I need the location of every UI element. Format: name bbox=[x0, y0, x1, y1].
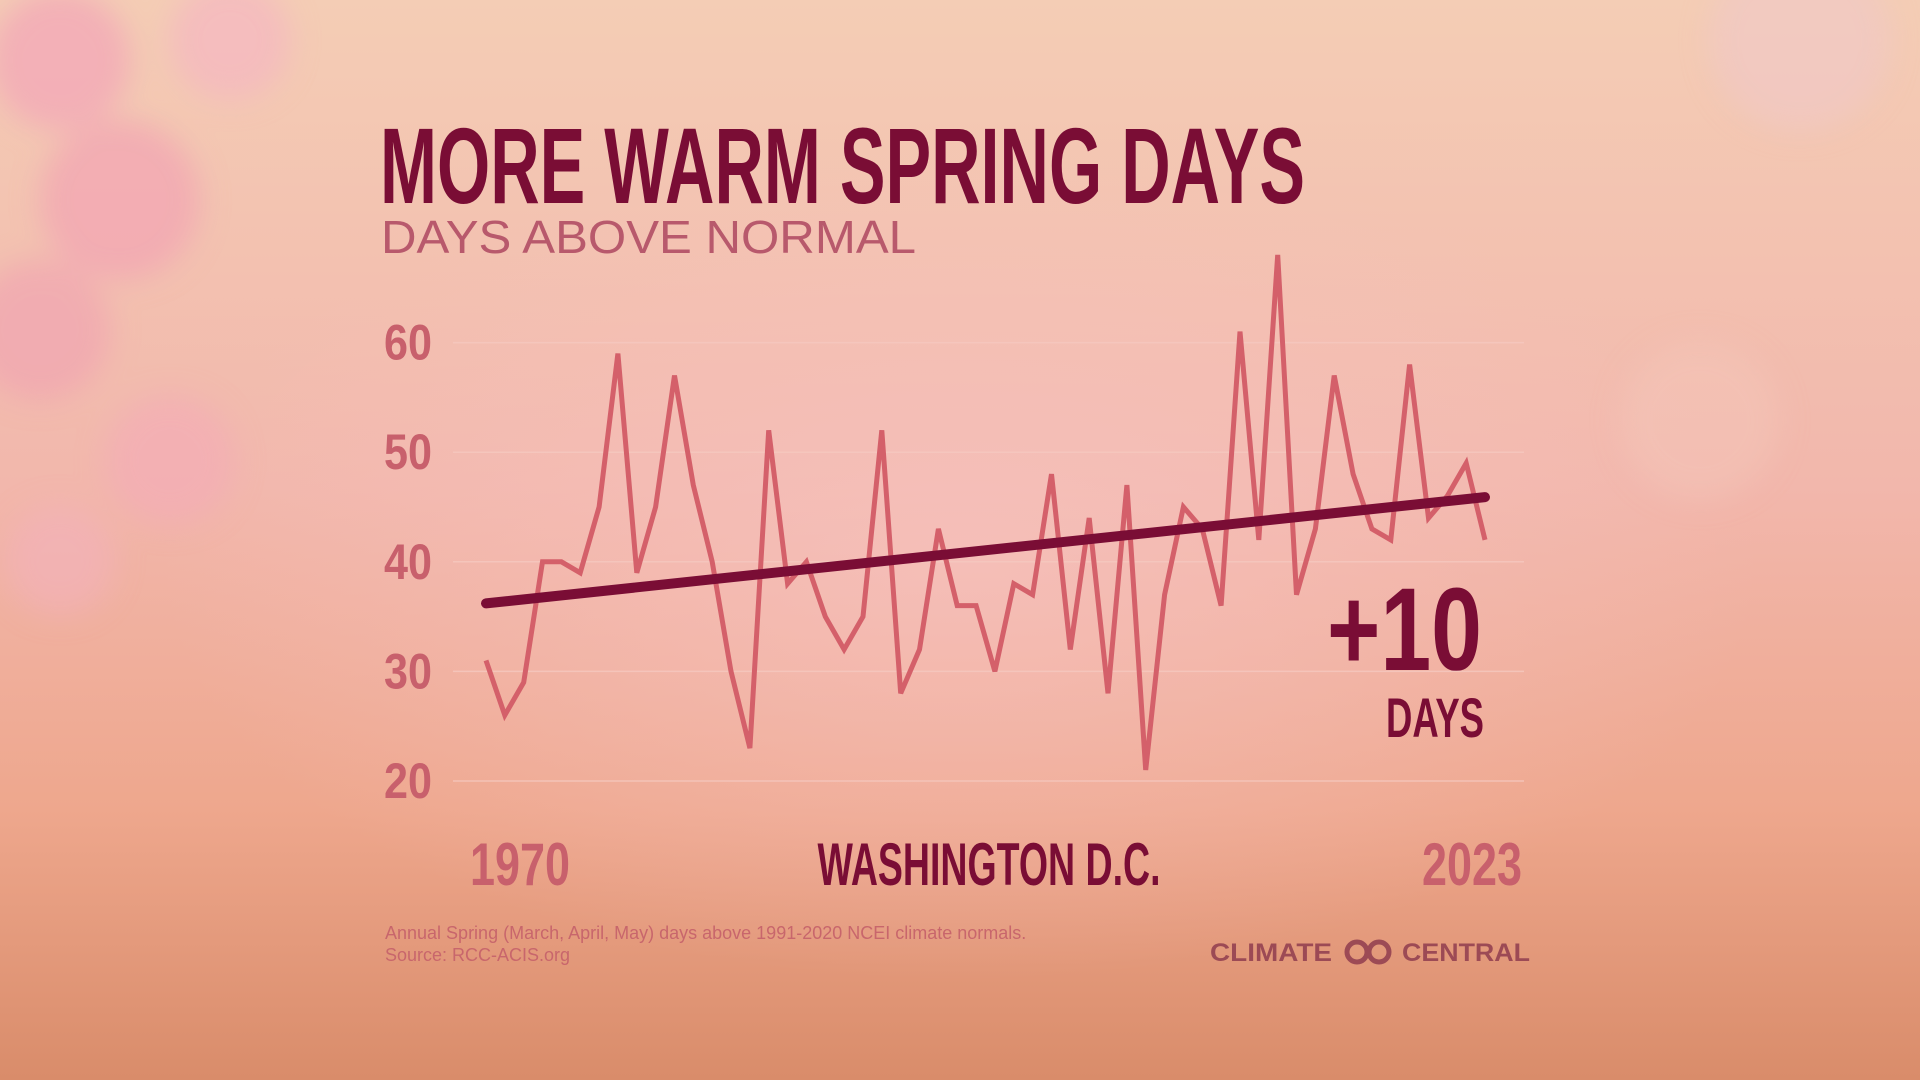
chart-subtitle: DAYS ABOVE NORMAL bbox=[381, 211, 916, 263]
chart-title: MORE WARM SPRING DAYS bbox=[380, 105, 1305, 226]
x-tick-label: 1970 bbox=[470, 831, 570, 898]
data-line bbox=[483, 254, 1488, 771]
background-glow bbox=[160, 140, 1760, 980]
y-tick-label: 60 bbox=[384, 315, 432, 371]
brand-right: CENTRAL bbox=[1402, 939, 1530, 967]
brand-left: CLIMATE bbox=[1210, 939, 1332, 967]
blossoms bbox=[0, 0, 1890, 615]
change-value: +10 bbox=[1327, 564, 1482, 696]
y-tick-label: 50 bbox=[384, 424, 432, 480]
location-label: WASHINGTON D.C. bbox=[818, 831, 1161, 898]
change-unit: DAYS bbox=[1386, 686, 1484, 749]
trend-line bbox=[481, 492, 1490, 609]
footnote: Annual Spring (March, April, May) days a… bbox=[385, 923, 1026, 943]
x-tick-label: 2023 bbox=[1422, 831, 1522, 898]
source-note: Source: RCC-ACIS.org bbox=[385, 945, 570, 965]
brand-logo bbox=[1344, 939, 1392, 965]
y-tick-label: 20 bbox=[384, 753, 432, 809]
y-tick-label: 30 bbox=[384, 643, 432, 699]
y-tick-label: 40 bbox=[384, 534, 432, 590]
